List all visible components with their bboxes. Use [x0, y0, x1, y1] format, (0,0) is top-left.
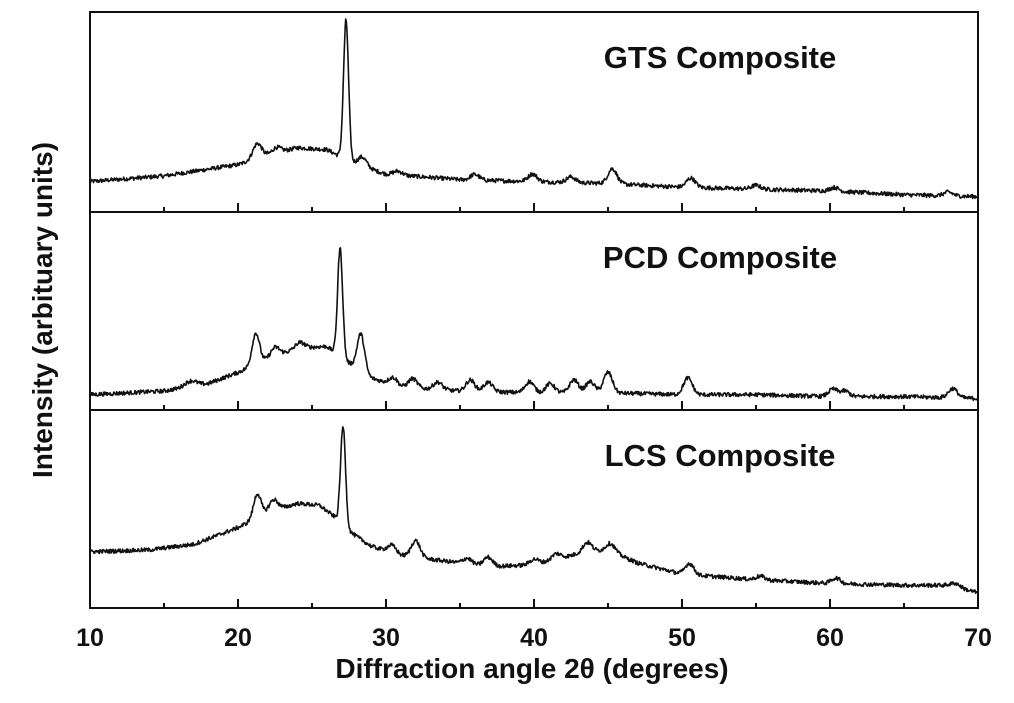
x-tick-label-60: 60 [816, 624, 844, 652]
y-axis-title: Intensity (arbituary units) [27, 142, 58, 478]
x-tick-group: 10 20 30 40 50 60 70 [76, 203, 992, 652]
x-tick-label-70: 70 [964, 624, 992, 652]
panels-group: GTS Composite PCD Composite LCS Composite [89, 11, 979, 609]
x-tick-label-20: 20 [224, 624, 252, 652]
x-tick-label-10: 10 [76, 624, 104, 652]
legend-pcd-composite: PCD Composite [603, 240, 837, 275]
legend-lcs-composite: LCS Composite [605, 438, 836, 473]
panel-frame [89, 409, 979, 609]
x-axis-title: Diffraction angle 2θ (degrees) [335, 653, 728, 684]
x-tick-label-40: 40 [520, 624, 548, 652]
panel-frame [89, 11, 979, 213]
series-line-gts-composite [89, 18, 979, 200]
series-line-lcs-composite [89, 426, 979, 594]
panel-gts-composite: GTS Composite [89, 11, 979, 213]
panel-lcs-composite: LCS Composite [89, 409, 979, 609]
x-tick-label-50: 50 [668, 624, 696, 652]
legend-gts-composite: GTS Composite [604, 40, 837, 75]
x-tick-label-30: 30 [372, 624, 400, 652]
series-line-pcd-composite [89, 247, 979, 402]
panel-pcd-composite: PCD Composite [89, 211, 979, 411]
